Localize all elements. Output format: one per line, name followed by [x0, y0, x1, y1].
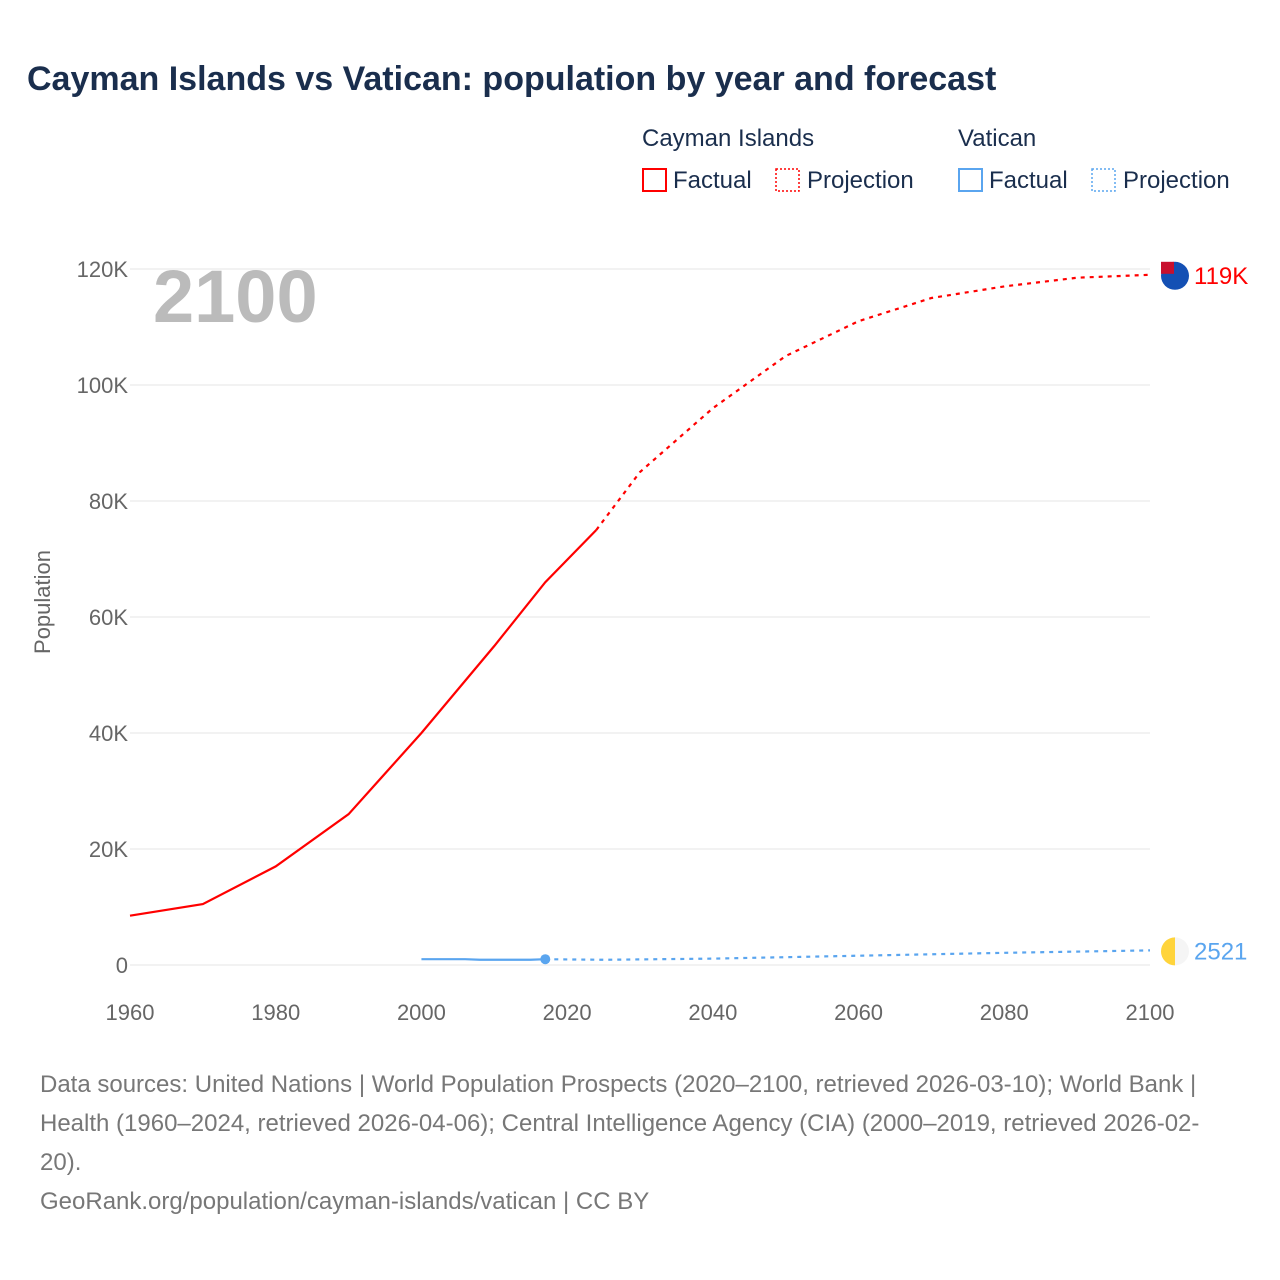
- chart-title: Cayman Islands vs Vatican: population by…: [27, 60, 996, 98]
- x-tick-label: 1980: [251, 1000, 300, 1025]
- cayman-islands-flag-icon: [1161, 261, 1189, 290]
- cayman-islands-end-label: 119K: [1194, 263, 1248, 290]
- legend-projection-label: Projection: [1123, 167, 1230, 194]
- vatican-flag-icon: [1161, 937, 1189, 966]
- legend-projection-swatch: [1091, 168, 1116, 192]
- legend-factual-label: Factual: [989, 167, 1068, 194]
- year-label: 2100: [153, 255, 318, 338]
- vatican-current-point: [540, 954, 551, 965]
- x-tick-label: 2000: [397, 1000, 446, 1025]
- legend-group-title: Vatican: [958, 125, 1036, 152]
- legend-projection-label: Projection: [807, 167, 914, 194]
- y-tick-label: 20K: [89, 837, 128, 862]
- y-tick-label: 80K: [89, 489, 128, 514]
- cayman-islands-factual-line: [129, 529, 598, 917]
- x-tick-label: 2080: [980, 1000, 1029, 1025]
- y-tick-label: 40K: [89, 721, 128, 746]
- y-tick-label: 120K: [77, 257, 129, 282]
- vatican-factual-line: [421, 958, 546, 961]
- y-tick-label: 60K: [89, 605, 128, 630]
- vatican-projection-line: [545, 949, 1151, 961]
- flag-union-jack: [1161, 261, 1174, 274]
- credit-link[interactable]: GeoRank.org/population/cayman-islands/va…: [40, 1188, 650, 1215]
- legend-factual-label: Factual: [673, 167, 752, 194]
- legend-factual-swatch: [958, 168, 983, 192]
- y-tick-label: 0: [116, 953, 128, 978]
- cayman-islands-projection-line: [595, 273, 1151, 531]
- footer: Data sources: United Nations | World Pop…: [40, 1065, 1240, 1221]
- legend-projection-swatch: [775, 168, 800, 192]
- legend-factual-swatch: [642, 168, 667, 192]
- vatican-end-label: 2521: [1194, 938, 1247, 965]
- flag-yellow-half: [1161, 937, 1175, 966]
- x-tick-label: 2060: [834, 1000, 883, 1025]
- data-sources: Data sources: United Nations | World Pop…: [40, 1071, 1200, 1176]
- y-axis-label: Population: [30, 550, 55, 654]
- legend-group-title: Cayman Islands: [642, 125, 814, 152]
- y-tick-label: 100K: [77, 373, 129, 398]
- x-tick-label: 2040: [688, 1000, 737, 1025]
- x-tick-label: 2100: [1126, 1000, 1175, 1025]
- x-tick-label: 1960: [106, 1000, 155, 1025]
- x-tick-label: 2020: [543, 1000, 592, 1025]
